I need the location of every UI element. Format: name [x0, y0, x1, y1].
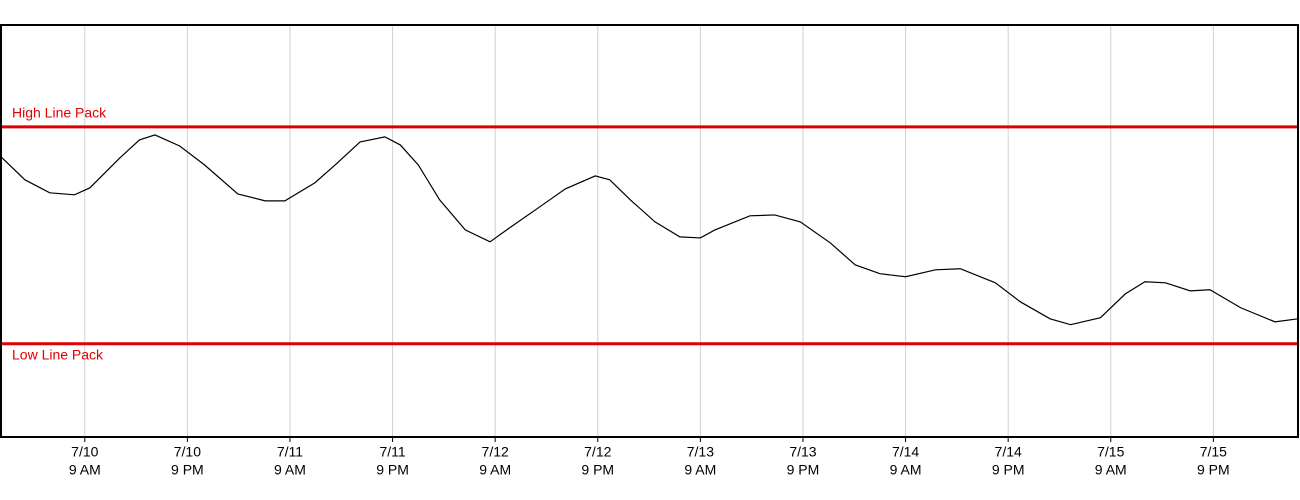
x-tick-label: 7/11: [379, 444, 405, 460]
x-tick-label: 9 PM: [581, 462, 614, 478]
series-line: [0, 134, 1299, 326]
x-tick-label: 7/12: [584, 444, 611, 460]
x-tick-label: 9 PM: [992, 462, 1025, 478]
x-tick-label: 9 PM: [787, 462, 820, 478]
reference-label: High Line Pack: [12, 105, 107, 121]
x-tick-label: 7/10: [174, 444, 201, 460]
x-tick-label: 7/14: [892, 444, 919, 460]
x-tick-label: 7/15: [1200, 444, 1227, 460]
x-tick-label: 9 AM: [890, 462, 922, 478]
x-tick-label: 9 AM: [1095, 462, 1127, 478]
x-tick-label: 7/14: [995, 444, 1022, 460]
x-tick-label: 7/10: [71, 444, 98, 460]
x-tick-label: 7/13: [687, 444, 714, 460]
x-tick-label: 9 PM: [376, 462, 409, 478]
reference-label: Low Line Pack: [12, 346, 104, 362]
x-tick-label: 7/15: [1097, 444, 1124, 460]
x-tick-label: 7/12: [482, 444, 509, 460]
x-tick-label: 9 AM: [69, 462, 101, 478]
x-tick-label: 9 AM: [479, 462, 511, 478]
x-tick-label: 9 AM: [274, 462, 306, 478]
plot-border: [0, 24, 1299, 438]
x-tick-label: 9 PM: [171, 462, 204, 478]
x-tick-label: 9 PM: [1197, 462, 1230, 478]
x-tick-label: 7/11: [277, 444, 303, 460]
x-tick-label: 7/13: [789, 444, 816, 460]
x-tick-label: 9 AM: [684, 462, 716, 478]
